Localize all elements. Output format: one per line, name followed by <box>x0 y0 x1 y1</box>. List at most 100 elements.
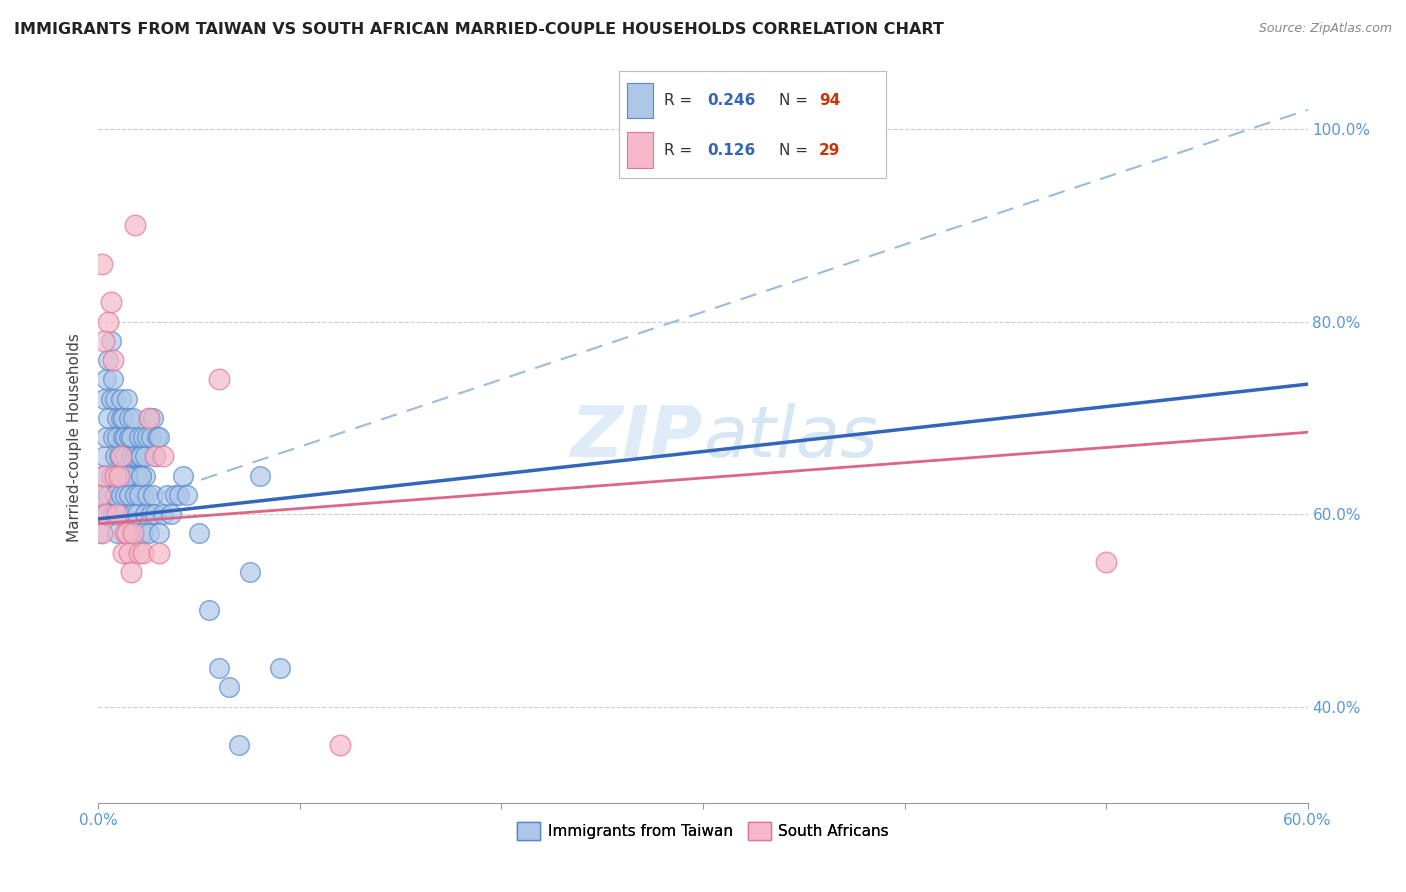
Point <box>111 410 134 425</box>
Point <box>120 526 142 541</box>
Point <box>105 507 128 521</box>
Point <box>114 526 136 541</box>
Text: ZIP: ZIP <box>571 402 703 472</box>
Point <box>228 738 250 752</box>
Point <box>188 526 211 541</box>
Point <box>143 450 166 464</box>
Point <box>89 488 111 502</box>
Point <box>115 392 138 406</box>
Point <box>125 468 148 483</box>
Point <box>110 488 132 502</box>
Point <box>103 488 125 502</box>
Point <box>100 392 122 406</box>
Point <box>100 295 122 310</box>
Point <box>101 353 124 368</box>
Point <box>96 430 118 444</box>
Point <box>128 430 150 444</box>
Point <box>163 488 186 502</box>
Point <box>111 545 134 559</box>
Point <box>93 450 115 464</box>
Point <box>103 450 125 464</box>
Point <box>105 430 128 444</box>
Point <box>118 545 141 559</box>
Point <box>120 430 142 444</box>
Text: N =: N = <box>779 143 813 158</box>
Point <box>105 526 128 541</box>
Point <box>134 450 156 464</box>
Text: IMMIGRANTS FROM TAIWAN VS SOUTH AFRICAN MARRIED-COUPLE HOUSEHOLDS CORRELATION CH: IMMIGRANTS FROM TAIWAN VS SOUTH AFRICAN … <box>14 22 943 37</box>
Point <box>124 219 146 233</box>
Point <box>121 526 143 541</box>
Point <box>198 603 221 617</box>
Point <box>97 410 120 425</box>
Point <box>142 488 165 502</box>
Point <box>132 545 155 559</box>
Point <box>91 468 114 483</box>
Point <box>129 468 152 483</box>
Point <box>120 565 142 579</box>
Point <box>115 526 138 541</box>
Point <box>91 526 114 541</box>
Point <box>121 410 143 425</box>
Text: R =: R = <box>664 143 697 158</box>
Text: atlas: atlas <box>703 402 877 472</box>
Legend: Immigrants from Taiwan, South Africans: Immigrants from Taiwan, South Africans <box>510 815 896 847</box>
Point <box>135 430 157 444</box>
Point <box>110 410 132 425</box>
Point <box>121 507 143 521</box>
Point <box>143 450 166 464</box>
Point <box>172 468 194 483</box>
FancyBboxPatch shape <box>627 132 654 168</box>
Point <box>101 372 124 386</box>
Point <box>142 410 165 425</box>
Point <box>218 681 240 695</box>
Point <box>111 430 134 444</box>
Text: Source: ZipAtlas.com: Source: ZipAtlas.com <box>1258 22 1392 36</box>
Point <box>91 507 114 521</box>
Point <box>139 507 162 521</box>
Text: 0.126: 0.126 <box>707 143 755 158</box>
Point <box>97 353 120 368</box>
Point <box>114 450 136 464</box>
Point <box>138 410 160 425</box>
Point <box>249 468 271 483</box>
Point <box>93 488 115 502</box>
Point <box>239 565 262 579</box>
Point <box>101 507 124 521</box>
Point <box>208 372 231 386</box>
Point <box>135 488 157 502</box>
Point <box>208 661 231 675</box>
Point <box>103 392 125 406</box>
Point <box>118 430 141 444</box>
Point <box>110 392 132 406</box>
Point <box>114 430 136 444</box>
Point <box>128 488 150 502</box>
Point <box>124 468 146 483</box>
Point <box>1095 555 1118 569</box>
Text: 94: 94 <box>818 94 841 108</box>
Point <box>132 430 155 444</box>
Point <box>134 468 156 483</box>
Point <box>138 526 160 541</box>
Point <box>167 488 190 502</box>
Point <box>152 507 174 521</box>
Point <box>120 450 142 464</box>
FancyBboxPatch shape <box>627 83 654 119</box>
FancyBboxPatch shape <box>619 71 886 178</box>
Point <box>107 450 129 464</box>
Point <box>129 450 152 464</box>
Point <box>121 488 143 502</box>
Point <box>125 507 148 521</box>
Text: 29: 29 <box>818 143 841 158</box>
Point <box>111 507 134 521</box>
Text: N =: N = <box>779 94 813 108</box>
Point <box>134 507 156 521</box>
Point <box>96 372 118 386</box>
Point <box>329 738 352 752</box>
Text: R =: R = <box>664 94 697 108</box>
Point <box>97 488 120 502</box>
Point <box>107 468 129 483</box>
Point <box>148 545 170 559</box>
Point <box>93 392 115 406</box>
Point <box>105 410 128 425</box>
